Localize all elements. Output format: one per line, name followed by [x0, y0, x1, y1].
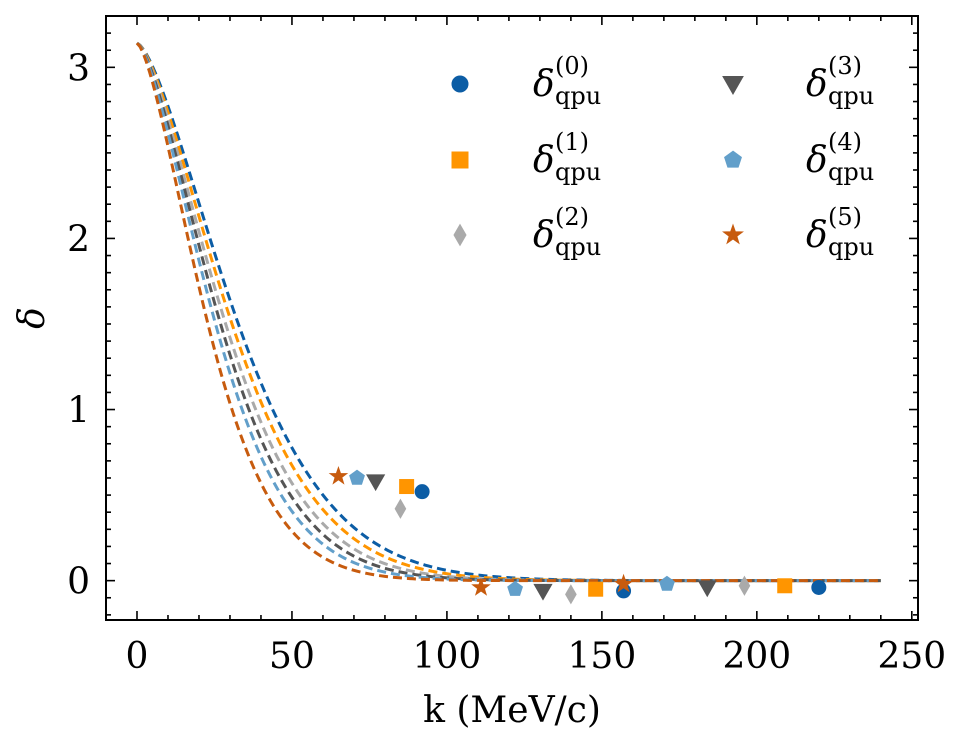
fit-curve [136, 41, 881, 583]
y-tick-label: 2 [67, 219, 90, 260]
legend-marker [722, 76, 744, 96]
data-point [697, 580, 717, 598]
y-tick-labels: 0 1 2 3 [67, 48, 90, 602]
legend-label-sub: qpu [555, 233, 601, 261]
data-point [533, 583, 553, 601]
legend-label-sub: qpu [828, 158, 874, 186]
data-point [811, 579, 827, 595]
x-axis-label: k (MeV/c) [423, 690, 601, 731]
legend-entry: δ qpu(5) [806, 203, 874, 261]
plot-frame [105, 15, 919, 621]
data-point [328, 465, 349, 485]
data-point [414, 484, 430, 500]
data-points [328, 465, 827, 605]
legend-label-sup: (5) [828, 203, 862, 231]
data-point [507, 580, 524, 596]
x-tick-label: 200 [722, 636, 791, 677]
data-point [738, 575, 751, 596]
legend-entry: δ qpu(4) [806, 128, 874, 186]
fit-curve [136, 41, 881, 583]
fit-curves [135, 41, 881, 583]
x-tick-label: 100 [413, 636, 482, 677]
fit-curve [135, 41, 881, 583]
legend-label-sup: (4) [828, 128, 862, 156]
legend-label-sup: (1) [555, 128, 589, 156]
legend-label-sub: qpu [828, 233, 874, 261]
legend-entry: δ qpu(2) [533, 203, 601, 261]
fit-curve [136, 41, 881, 583]
legend-label-sub: qpu [828, 82, 874, 110]
legend: δ qpu(0)δ qpu(1)δ qpu(2)δ qpu(3)δ qpu(4)δ qpu(… [451, 52, 874, 261]
y-axis-label: δ [12, 307, 53, 329]
data-point [349, 469, 365, 485]
data-point [588, 581, 604, 597]
legend-label-main: δ [806, 215, 828, 256]
axis-ticks [105, 15, 918, 620]
data-point [394, 498, 407, 519]
data-point [777, 578, 793, 594]
data-point [471, 577, 491, 596]
y-tick-label: 3 [67, 48, 90, 89]
legend-label-sub: qpu [555, 82, 601, 110]
data-point [565, 584, 577, 605]
y-tick-label: 0 [67, 562, 90, 603]
legend-label-main: δ [533, 64, 555, 105]
data-point [366, 474, 386, 492]
legend-marker [724, 150, 742, 168]
y-tick-label: 1 [67, 391, 90, 432]
legend-marker [453, 223, 467, 247]
legend-entry: δ qpu(1) [533, 128, 601, 186]
legend-entry: δ qpu(3) [806, 52, 874, 110]
legend-label-sup: (2) [555, 203, 589, 231]
legend-entry: δ qpu(0) [533, 52, 601, 110]
legend-label-sup: (3) [828, 52, 862, 80]
legend-label-sup: (0) [555, 52, 589, 80]
legend-marker [451, 151, 469, 169]
fit-curve [135, 42, 881, 583]
fit-curve [135, 42, 881, 583]
x-tick-label: 150 [568, 636, 637, 677]
x-tick-label: 50 [269, 636, 315, 677]
legend-label-main: δ [806, 64, 828, 105]
legend-marker [722, 223, 744, 245]
x-tick-label: 250 [877, 636, 946, 677]
legend-label-main: δ [533, 215, 555, 256]
data-point [613, 573, 634, 593]
x-tick-labels: 0 50 100 150 200 250 [126, 636, 947, 677]
data-point [399, 479, 415, 495]
legend-label-main: δ [533, 140, 555, 181]
legend-label-main: δ [806, 140, 828, 181]
data-point [659, 575, 675, 591]
legend-marker [451, 75, 469, 93]
x-tick-label: 0 [126, 636, 149, 677]
legend-label-sub: qpu [555, 158, 601, 186]
